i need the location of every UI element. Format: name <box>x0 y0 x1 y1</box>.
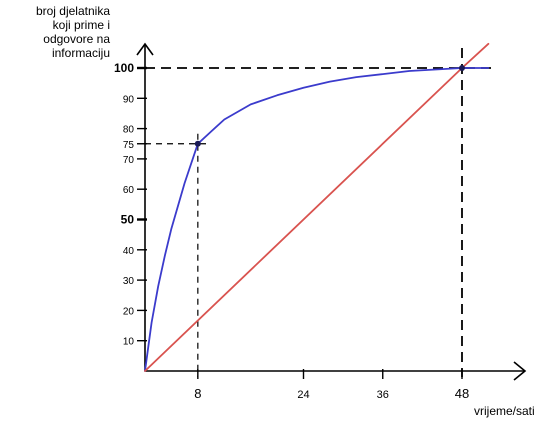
x-tick-label: 24 <box>297 389 309 401</box>
x-axis-arrow <box>513 361 527 381</box>
y-tick-label: 50 <box>121 213 135 227</box>
y-tick-label: 75 <box>123 140 135 151</box>
y-tick-label: 60 <box>123 185 135 196</box>
x-tick-label: 48 <box>455 386 469 401</box>
y-tick-label: 30 <box>123 276 135 287</box>
series-line-1 <box>144 67 490 372</box>
y-axis-label-line: informaciju <box>51 46 110 60</box>
y-axis-arrow <box>136 42 154 56</box>
x-axis-label: vrijeme/sati <box>474 404 535 418</box>
y-tick-label: 40 <box>123 246 135 257</box>
x-tick-label: 36 <box>377 389 389 401</box>
y-axis-label-line: koji prime i <box>52 18 110 32</box>
series-line-2 <box>144 42 490 372</box>
reference-point <box>459 65 465 71</box>
y-tick-label: 10 <box>123 337 135 348</box>
y-tick-label: 80 <box>123 125 135 136</box>
y-axis-label-line: odgovore na <box>43 32 110 46</box>
y-tick-label: 20 <box>123 306 135 317</box>
y-tick-label: 90 <box>123 94 135 105</box>
y-tick-label: 70 <box>123 155 135 166</box>
y-axis-label: broj djelatnika koji prime i odgovore na… <box>2 4 110 60</box>
reference-point <box>194 140 201 147</box>
y-tick-label: 100 <box>114 61 134 75</box>
x-tick-label: 8 <box>194 386 201 401</box>
y-axis-label-line: broj djelatnika <box>35 4 110 18</box>
